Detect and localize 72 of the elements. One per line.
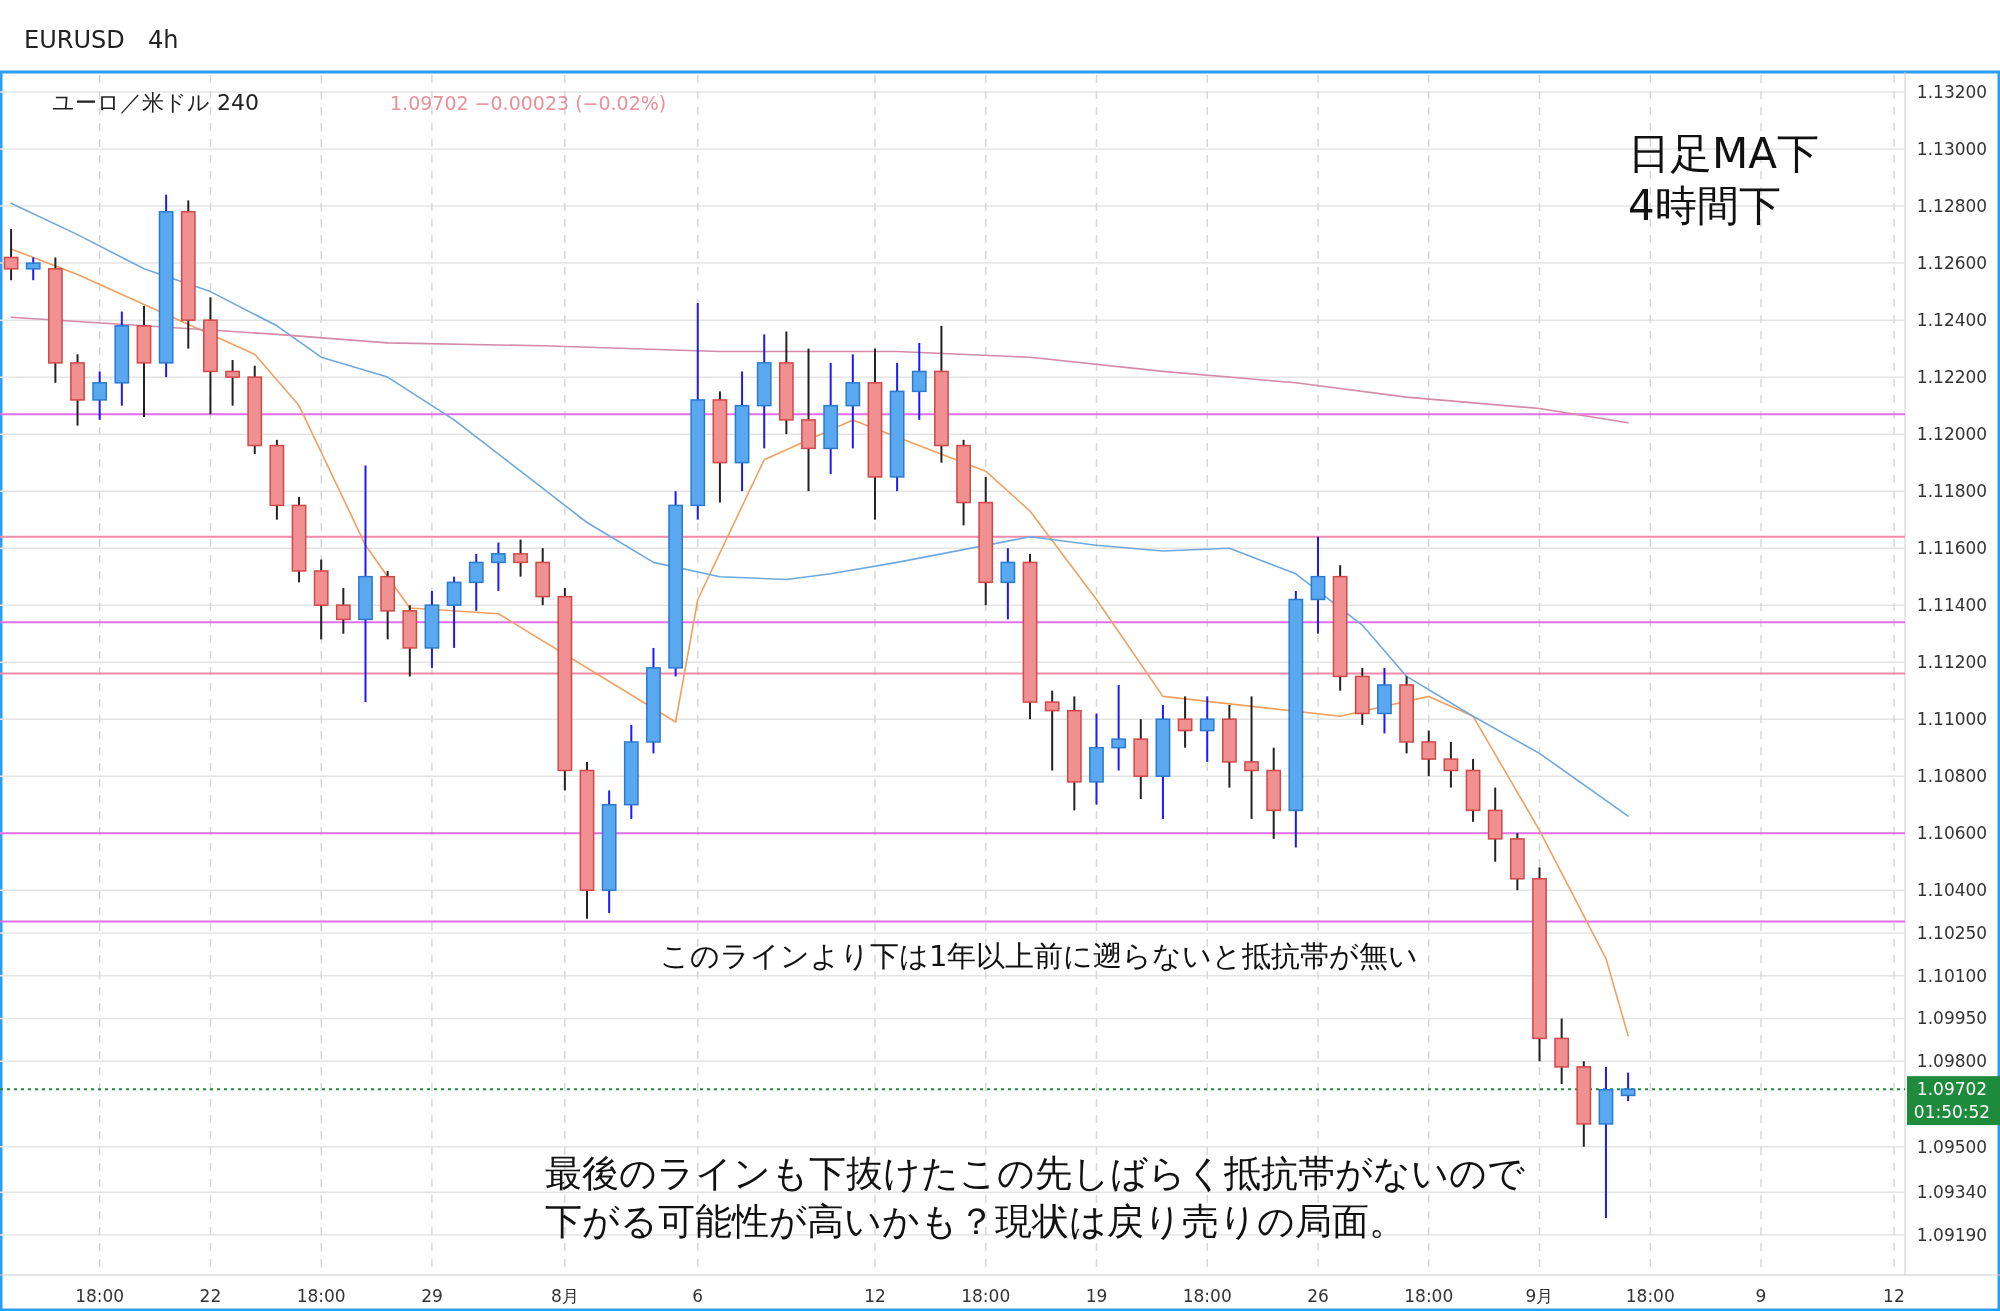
candlestick: [1000, 547, 1016, 621]
x-tick-label: 18:00: [1625, 1286, 1675, 1306]
candlestick: [1177, 695, 1193, 749]
x-tick-label: 18:00: [75, 1286, 125, 1306]
candlestick: [1310, 535, 1326, 635]
x-tick-label: 18:00: [1404, 1286, 1454, 1306]
y-tick-label: 1.13200: [1916, 82, 1988, 103]
y-tick-label: 1.10800: [1916, 766, 1988, 787]
x-tick-label: 22: [199, 1286, 222, 1306]
line-series: [10, 248, 1629, 1037]
candlestick: [1244, 695, 1259, 820]
x-tick-label: 9: [1755, 1286, 1767, 1306]
y-tick-label: 1.10250: [1916, 922, 1988, 943]
candlestick: [468, 552, 484, 612]
y-tick-label: 1.11400: [1916, 595, 1988, 616]
y-tick-label: 1.09800: [1916, 1051, 1988, 1072]
y-tick-label: 1.11200: [1916, 652, 1988, 673]
x-tick-label: 19: [1085, 1286, 1108, 1306]
x-tick-label: 12: [1883, 1286, 1905, 1306]
y-tick-label: 1.12000: [1916, 424, 1988, 445]
text: 01:50:52: [1913, 1102, 1991, 1122]
x-tick-label: 12: [864, 1286, 886, 1306]
candlestick: [1044, 689, 1060, 772]
candlestick: [911, 341, 927, 421]
y-tick-label: 1.12600: [1916, 253, 1988, 274]
candlestick: [446, 575, 462, 649]
y-tick-label: 1.09500: [1916, 1136, 1988, 1157]
x-tick-label: 18:00: [296, 1286, 346, 1306]
x-tick-label: 18:00: [961, 1286, 1011, 1306]
candlestick: [491, 541, 506, 592]
candlestick: [3, 227, 19, 282]
chart-subtitle: 4h: [148, 26, 179, 54]
candlestick: [92, 370, 108, 421]
candlestick: [225, 359, 240, 407]
candlestick: [1111, 683, 1127, 772]
y-tick-label: 1.12400: [1916, 310, 1988, 331]
annotation: ユーロ／米ドル 240: [52, 90, 259, 115]
annotation: 1.09702 −0.00023 (−0.02%): [390, 92, 667, 114]
line-series: [10, 316, 1629, 424]
line-series: [10, 202, 1629, 817]
y-tick-label: 1.11600: [1916, 538, 1988, 559]
annotation: 日足MA下 4時間下: [1628, 129, 1819, 230]
y-tick-label: 1.09340: [1916, 1182, 1988, 1203]
y-tick-label: 1.10100: [1916, 965, 1988, 986]
y-tick-label: 1.12800: [1916, 196, 1988, 217]
x-tick-label: 18:00: [1182, 1286, 1232, 1306]
y-tick-label: 1.10600: [1916, 823, 1988, 844]
candlestick: [335, 587, 351, 635]
x-tick-label: 6: [692, 1286, 704, 1306]
candlestick: [513, 538, 528, 578]
x-tick-label: 26: [1307, 1286, 1329, 1306]
candlestick: [1199, 695, 1215, 763]
ref-line-label: 1.09702: [1916, 1079, 1988, 1100]
candlestick: [1620, 1071, 1636, 1103]
annotation: 下がる可能性が高いかも？現状は戻り売りの局面。: [545, 1200, 1406, 1243]
candlestick: [1443, 740, 1459, 789]
x-tick-label: 8月: [550, 1286, 579, 1306]
candlestick: [25, 256, 41, 282]
y-tick-label: 1.12200: [1916, 367, 1988, 388]
candlestick: [1421, 729, 1437, 778]
x-tick-label: 9月: [1525, 1286, 1554, 1306]
annotation: このラインより下は1年以上前に遡らないと抵抗帯が無い: [660, 939, 1419, 973]
y-tick-label: 1.09190: [1916, 1225, 1988, 1246]
y-tick-label: 1.10400: [1916, 880, 1988, 901]
y-tick-label: 1.09950: [1916, 1008, 1988, 1029]
candlestick: [845, 353, 861, 450]
chart-title: EURUSD: [24, 26, 125, 54]
annotation: 最後のラインも下抜けたこの先しばらく抵抗帯がないので: [545, 1152, 1525, 1195]
y-tick-label: 1.11000: [1916, 709, 1988, 730]
y-tick-label: 1.13000: [1916, 139, 1988, 160]
y-tick-label: 1.11800: [1916, 481, 1988, 502]
x-tick-label: 29: [421, 1286, 443, 1306]
